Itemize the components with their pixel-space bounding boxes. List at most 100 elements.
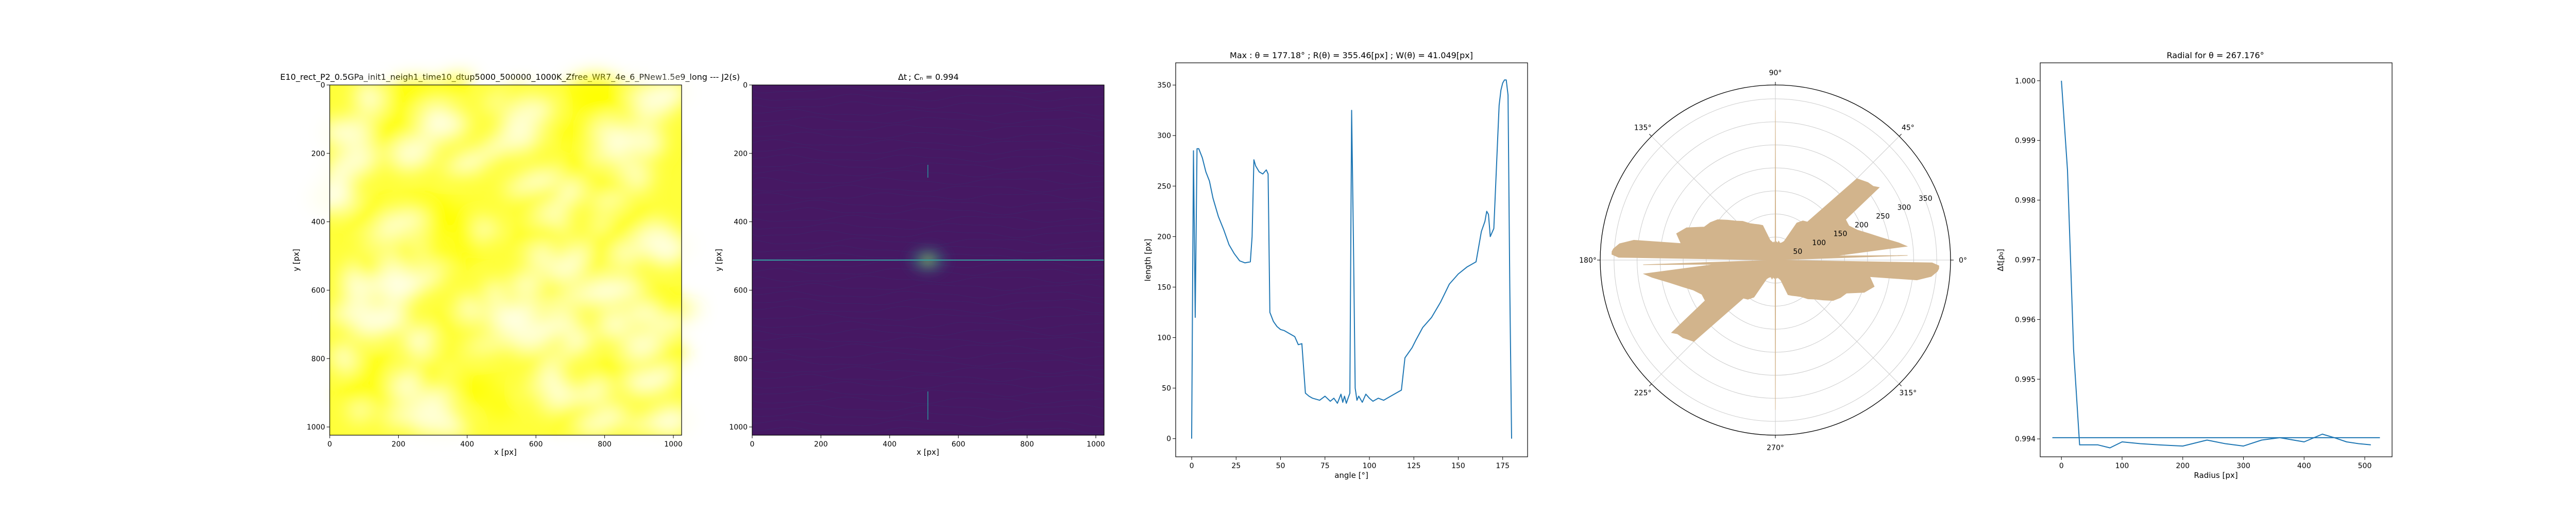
panel2-ytick-label: 1000 bbox=[729, 423, 748, 432]
texture-blob bbox=[389, 137, 435, 170]
panel2-ytick-label: 400 bbox=[734, 218, 748, 227]
polar-angle-label: 135° bbox=[1634, 124, 1652, 132]
panel3-series-line-0 bbox=[1191, 79, 1512, 439]
texture-blob bbox=[522, 345, 548, 371]
contour-line bbox=[752, 207, 1104, 215]
polar-angle-label: 270° bbox=[1767, 444, 1784, 452]
texture-blob bbox=[416, 389, 453, 407]
texture-blob bbox=[422, 111, 468, 142]
texture-blob bbox=[631, 169, 652, 190]
panel2-ytick-label: 0 bbox=[743, 81, 748, 90]
texture-blob bbox=[651, 245, 686, 266]
contour-line bbox=[752, 222, 1104, 230]
contour-line bbox=[752, 200, 1104, 208]
texture-blob bbox=[626, 304, 663, 321]
texture-blob bbox=[553, 402, 607, 425]
panel3-frame bbox=[1175, 62, 1528, 457]
contour-line bbox=[752, 305, 1104, 314]
contour-line bbox=[752, 298, 1104, 306]
panel2-xtick-label: 600 bbox=[952, 440, 965, 449]
texture-blob bbox=[439, 234, 481, 264]
panel5-ytick-label: 0.995 bbox=[2015, 375, 2036, 384]
panel5-ytick-label: 0.996 bbox=[2015, 316, 2036, 324]
polar-angle-label: 180° bbox=[1579, 256, 1597, 265]
panel3-title: Max : θ = 177.18° ; R(θ) = 355.46[px] ; … bbox=[1230, 50, 1473, 60]
texture-blob bbox=[524, 246, 554, 265]
panel1-ytick-label: 1000 bbox=[307, 423, 325, 432]
texture-blob bbox=[536, 217, 555, 232]
panel5-xtick-label: 200 bbox=[2176, 462, 2190, 470]
polar-radial-label: 200 bbox=[1855, 221, 1869, 230]
texture-blob bbox=[632, 348, 686, 375]
contour-line bbox=[752, 329, 1104, 336]
polar-angle-tick bbox=[1649, 384, 1652, 387]
panel1-xtick-label: 0 bbox=[328, 440, 332, 449]
texture-blob bbox=[537, 395, 563, 409]
panel3-ylabel: length [px] bbox=[1143, 239, 1153, 282]
contour-line bbox=[752, 358, 1104, 367]
contour-line bbox=[752, 139, 1104, 147]
texture-blob bbox=[457, 295, 479, 322]
panel1-ytick-label: 200 bbox=[311, 150, 325, 158]
contour-line bbox=[752, 131, 1104, 140]
texture-blob bbox=[587, 94, 626, 113]
panel2-xlabel: x [px] bbox=[917, 448, 939, 457]
panel5-xtick-label: 500 bbox=[2358, 462, 2372, 470]
panel3-plot: 0 25 50 75 100 125 150 175 0 50 100 150 200 250 300 350 bbox=[1157, 79, 1512, 470]
panel-j2-heatmap: E10_rect_P2_0.5GPa_init1_neigh1_time10_d… bbox=[280, 72, 740, 457]
contour-line bbox=[752, 283, 1104, 291]
panel3-ytick-label: 200 bbox=[1157, 233, 1171, 241]
panel1-ytick-label: 400 bbox=[311, 218, 325, 227]
texture-blob bbox=[492, 310, 536, 332]
panel2-title: Δt ; Cₙ = 0.994 bbox=[898, 72, 959, 82]
panel-polar: 50 100 150 200 250 300 350 0° 45° 90° 135° 180° 225°… bbox=[1579, 69, 1967, 452]
texture-blob bbox=[465, 338, 512, 354]
polar-radial-label: 350 bbox=[1919, 195, 1933, 203]
panel2-xtick-label: 0 bbox=[750, 440, 755, 449]
panel3-xtick-label: 125 bbox=[1407, 462, 1421, 470]
panel3-xtick-label: 175 bbox=[1496, 462, 1510, 470]
panel5-ytick-label: 0.999 bbox=[2015, 137, 2036, 145]
contour-line bbox=[752, 344, 1104, 352]
contour-line bbox=[752, 230, 1104, 238]
texture-blob bbox=[539, 365, 565, 393]
polar-radial-label: 150 bbox=[1834, 230, 1848, 238]
polar-radial-label: 100 bbox=[1812, 239, 1826, 247]
panel5-title: Radial for θ = 267.176° bbox=[2166, 50, 2264, 60]
texture-blob bbox=[422, 207, 457, 231]
panel5-xtick-label: 400 bbox=[2297, 462, 2311, 470]
texture-blob bbox=[460, 327, 480, 342]
texture-blob bbox=[586, 224, 628, 255]
texture-blob bbox=[342, 199, 395, 228]
panel-length-vs-angle: Max : θ = 177.18° ; R(θ) = 355.46[px] ; … bbox=[1143, 50, 1528, 480]
contour-line bbox=[752, 290, 1104, 299]
contour-line bbox=[752, 162, 1104, 170]
panel3-xlabel: angle [°] bbox=[1334, 471, 1368, 480]
texture-blob bbox=[375, 131, 402, 149]
contour-line bbox=[752, 177, 1104, 185]
contour-line bbox=[752, 109, 1104, 117]
contour-line bbox=[752, 276, 1104, 283]
panel2-xtick-label: 800 bbox=[1020, 440, 1034, 449]
contour-line bbox=[752, 124, 1104, 132]
panel3-xtick-label: 50 bbox=[1276, 462, 1285, 470]
texture-blob bbox=[441, 150, 486, 174]
texture-blob bbox=[466, 378, 488, 406]
panel2-frame bbox=[752, 84, 1105, 436]
panel5-xlabel: Radius [px] bbox=[2194, 471, 2238, 480]
texture-blob bbox=[392, 239, 420, 268]
panel3-xtick-label: 150 bbox=[1451, 462, 1465, 470]
panel1-xtick-label: 600 bbox=[529, 440, 543, 449]
panel3-ytick-label: 350 bbox=[1157, 81, 1171, 90]
panel5-xtick-label: 0 bbox=[2059, 462, 2064, 470]
panel1-title: E10_rect_P2_0.5GPa_init1_neigh1_time10_d… bbox=[280, 72, 740, 82]
panel1-xtick-label: 800 bbox=[598, 440, 612, 449]
texture-blob bbox=[473, 147, 518, 170]
texture-blob bbox=[353, 261, 388, 280]
texture-blob bbox=[367, 370, 393, 381]
texture-blob bbox=[378, 212, 426, 234]
panel5-frame bbox=[2040, 62, 2393, 457]
contour-line bbox=[752, 321, 1104, 329]
contour-line bbox=[752, 154, 1104, 162]
